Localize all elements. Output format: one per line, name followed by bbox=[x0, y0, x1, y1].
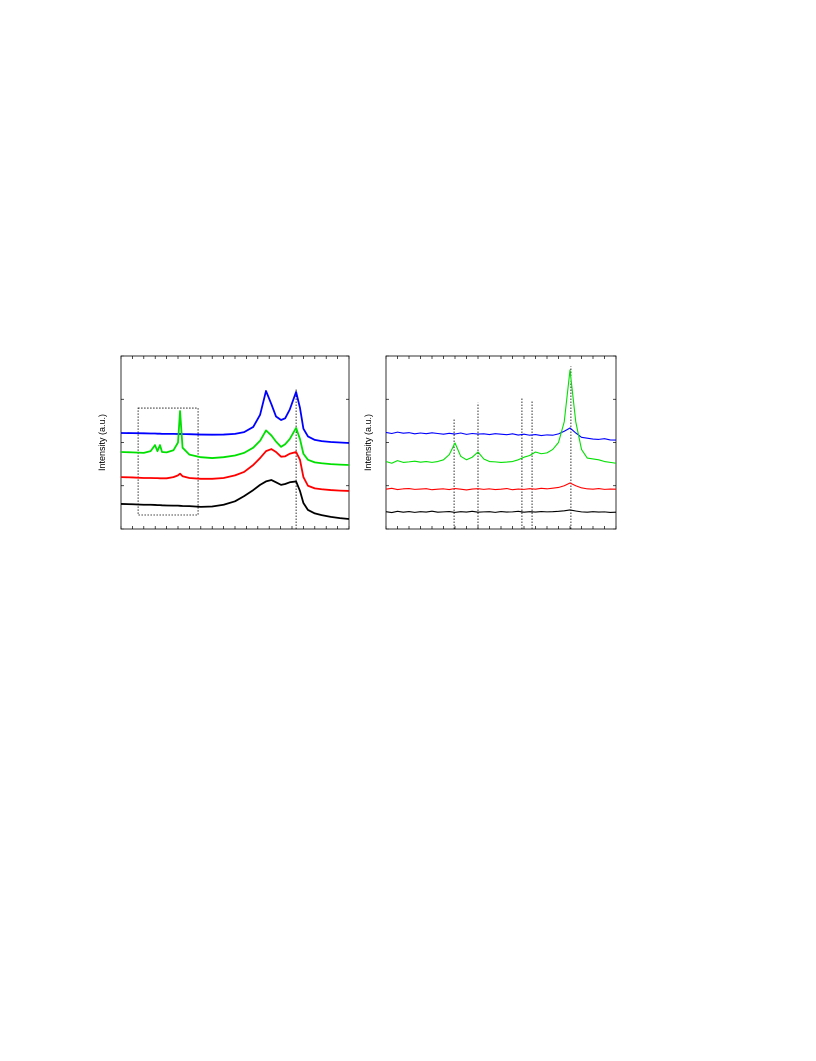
plot: Intensity (a.u.) bbox=[363, 355, 617, 530]
spectrum-line bbox=[385, 509, 617, 514]
spectrum-line bbox=[385, 427, 617, 441]
spectrum-line bbox=[385, 482, 617, 491]
spectrum-line bbox=[120, 390, 350, 444]
plot-frame bbox=[120, 355, 350, 530]
spectrum-line bbox=[385, 369, 617, 464]
y-axis-label: Intensity (a.u.) bbox=[97, 414, 107, 471]
spectrum-line bbox=[120, 479, 350, 520]
y-axis-label: Intensity (a.u.) bbox=[363, 414, 373, 471]
plot: Intensity (a.u.) bbox=[97, 355, 350, 530]
inset-box bbox=[137, 407, 199, 516]
spectrum-line bbox=[120, 448, 350, 492]
spectrum-line bbox=[120, 410, 350, 466]
plot-frame bbox=[385, 355, 617, 530]
